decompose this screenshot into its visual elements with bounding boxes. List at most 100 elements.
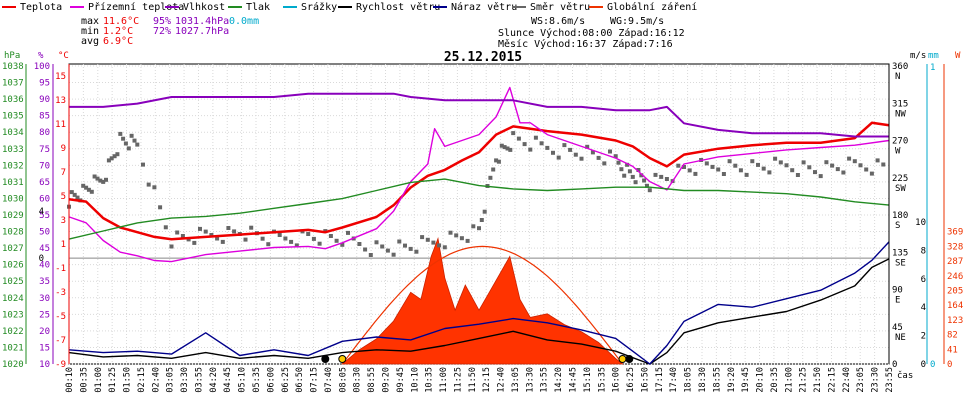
tick-dir: 90 xyxy=(892,286,903,296)
wind-direction-point xyxy=(431,240,436,245)
tick-pct: 45 xyxy=(39,244,50,254)
tick-temp: 1 xyxy=(61,240,66,250)
tick-x: 00:35 xyxy=(79,367,89,393)
wind-direction-point xyxy=(283,236,288,241)
stats-value: 1027.7hPa xyxy=(175,26,229,37)
wind-direction-point xyxy=(186,237,191,242)
stats-value: 6.9°C xyxy=(103,36,133,47)
wind-direction-point xyxy=(146,182,151,187)
tick-x: 19:45 xyxy=(741,367,751,393)
tick-temp: -5 xyxy=(55,312,66,322)
legend-label: Směr větru xyxy=(530,1,590,13)
wind-direction-point xyxy=(841,170,846,175)
sun-moon-marker xyxy=(625,355,634,363)
axis-unit-x: čas xyxy=(897,370,913,381)
wind-direction-point xyxy=(448,230,453,235)
tick-x: 13:05 xyxy=(511,367,521,393)
series-line xyxy=(68,86,890,263)
wind-direction-point xyxy=(579,156,584,161)
tick-x: 06:50 xyxy=(295,367,305,393)
wind-direction-point xyxy=(835,167,840,172)
tick-hpa: 1036 xyxy=(2,95,24,105)
tick-w: 0 xyxy=(947,360,952,370)
tick-x: 01:00 xyxy=(94,367,104,393)
wind-direction-point xyxy=(590,150,595,155)
wind-direction-point xyxy=(215,236,220,241)
tick-w: 369 xyxy=(947,228,963,238)
tick-pct: 100 xyxy=(34,62,50,72)
tick-x: 13:55 xyxy=(540,367,550,393)
wind-direction-point xyxy=(84,185,89,190)
series-line xyxy=(69,92,889,138)
tick-hpa: 1027 xyxy=(2,244,24,254)
tick-x: 17:15 xyxy=(655,367,665,393)
wind-direction-point xyxy=(573,152,578,157)
tick-x: 03:55 xyxy=(195,367,205,393)
wind-direction-point xyxy=(491,167,496,172)
stats-value: min xyxy=(81,26,99,37)
tick-pct: 65 xyxy=(39,178,50,188)
wind-direction-point xyxy=(488,175,493,180)
tick-w: 328 xyxy=(947,242,963,252)
sun-moon-marker xyxy=(338,355,347,363)
wind-direction-point xyxy=(340,242,345,247)
wind-direction-point xyxy=(477,226,481,231)
wind-direction-point xyxy=(494,158,499,163)
tick-dir-label: S xyxy=(895,221,900,231)
wind-direction-point xyxy=(75,195,80,200)
wind-direction-point xyxy=(81,183,86,188)
wind-direction-point xyxy=(92,174,97,179)
tick-pct: 75 xyxy=(39,145,50,155)
wind-direction-point xyxy=(807,165,812,170)
axis-unit-pct: % xyxy=(38,51,44,61)
chart-title: 25.12.2015 xyxy=(444,50,522,65)
wind-direction-point xyxy=(414,249,419,254)
wind-direction-point xyxy=(653,172,658,177)
wind-direction-point xyxy=(368,253,373,257)
axis-unit-mm: mm xyxy=(928,51,939,61)
wind-gust-max: WG:9.5m/s xyxy=(610,16,664,27)
series-line xyxy=(68,258,890,365)
wind-direction-point xyxy=(132,138,137,143)
wind-direction-point xyxy=(516,136,521,141)
tick-dir: 270 xyxy=(892,137,908,147)
tick-x: 03:30 xyxy=(180,367,190,393)
moon-info: Měsíc Východ:16:37 Západ:7:16 xyxy=(498,38,673,50)
tick-hpa: 1024 xyxy=(2,294,24,304)
stats-value: 0.0mm xyxy=(229,16,259,27)
tick-pct: 90 xyxy=(39,95,50,105)
tick-pct: 25 xyxy=(39,310,50,320)
tick-ms: 4 xyxy=(921,303,926,313)
sun-moon-marker xyxy=(618,355,627,363)
wind-direction-point xyxy=(545,145,550,150)
tick-dir: 225 xyxy=(892,174,908,184)
wind-direction-point xyxy=(795,173,800,177)
tick-pct: 50 xyxy=(39,228,50,238)
tick-x: 12:40 xyxy=(497,367,507,393)
tick-x: 09:20 xyxy=(382,367,392,393)
wind-direction-point xyxy=(306,232,311,236)
tick-hpa: 1026 xyxy=(2,261,24,271)
tick-pct: 55 xyxy=(39,211,50,221)
tick-x: 12:15 xyxy=(482,367,492,393)
tick-ms: 6 xyxy=(921,275,926,285)
tick-temp: 3 xyxy=(61,216,66,226)
tick-x: 11:50 xyxy=(468,367,478,393)
tick-w: 82 xyxy=(947,331,958,341)
wind-direction-point xyxy=(471,224,476,229)
tick-ms: 0 xyxy=(921,360,926,370)
wind-direction-point xyxy=(687,168,692,173)
wind-direction-point xyxy=(442,245,447,250)
wind-direction-point xyxy=(585,144,590,149)
wind-direction-point xyxy=(556,155,561,160)
wind-direction-point xyxy=(818,174,823,179)
wind-direction-point xyxy=(778,160,783,165)
tick-pct: 70 xyxy=(39,161,50,171)
series-line xyxy=(68,178,890,240)
tick-x: 18:30 xyxy=(698,367,708,393)
wind-direction-point xyxy=(121,136,126,141)
wind-direction-point xyxy=(496,159,501,164)
wind-direction-point xyxy=(602,161,607,166)
tick-x: 03:05 xyxy=(166,367,176,393)
